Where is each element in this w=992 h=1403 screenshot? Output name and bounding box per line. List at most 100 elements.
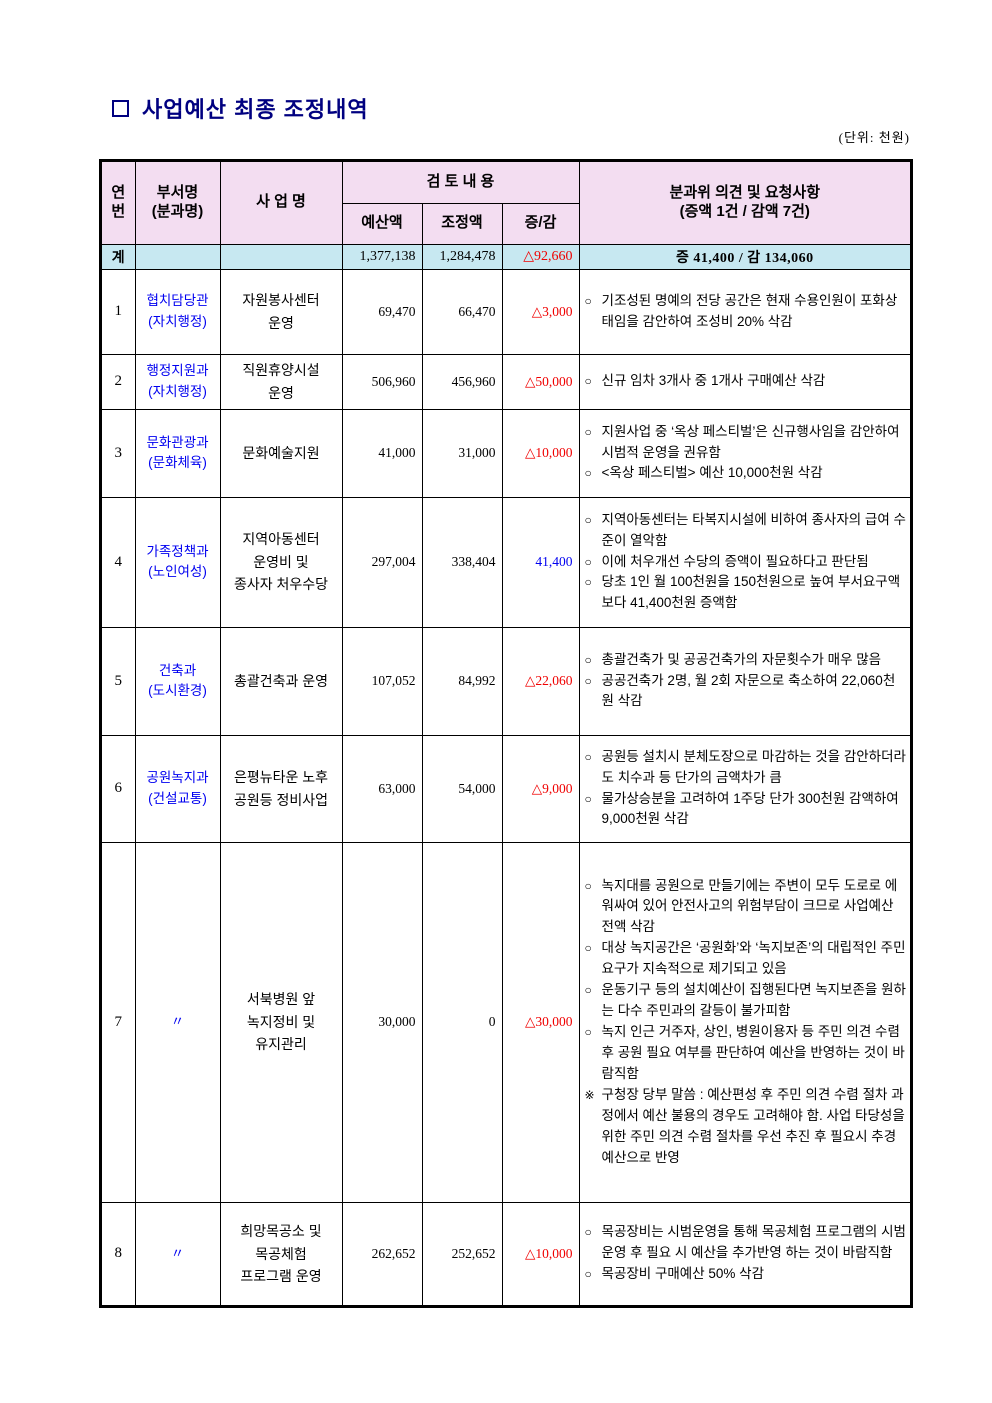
opinion-text: 목공장비 구매예산 50% 삭감	[601, 1266, 765, 1282]
total-opinion: 증 41,400 / 감 134,060	[578, 243, 912, 270]
row-number: 1	[100, 268, 136, 355]
opinion-cell: ○ 신규 임차 3개사 중 1개사 구매예산 삭감	[578, 353, 912, 410]
opinion-cell: ○ 기조성된 명예의 전당 공간은 현재 수용인원이 포화상태임을 감안하여 조성…	[578, 268, 912, 355]
change-amount: △10,000	[501, 408, 580, 498]
total-adjusted: 1,284,478	[421, 243, 503, 270]
header-budget: 예산액	[341, 202, 423, 245]
adjusted-amount: 54,000	[421, 734, 503, 843]
opinion-text: 구청장 당부 말씀 : 예산편성 후 주민 의견 수렴 절차 과정에서 예산 불…	[601, 1086, 905, 1165]
change-amount: △22,060	[501, 626, 580, 736]
opinion-cell: ○ 지역아동센터는 타복지시설에 비하여 종사자의 급여 수준이 열악함 ○ 이에 처…	[578, 496, 912, 628]
project-name: 은평뉴타운 노후 공원등 정비사업	[219, 734, 343, 843]
opinion-item: ○ 지역아동센터는 타복지시설에 비하여 종사자의 급여 수준이 열악함	[585, 510, 908, 552]
department-name: 공원녹지과 (건설교통)	[134, 734, 221, 843]
table-row: 2 행정지원과 (자치행정) 직원휴양시설 운영 506,960 456,960 △50,…	[100, 353, 912, 410]
row-number: 6	[100, 734, 136, 843]
opinion-cell: ○ 녹지대를 공원으로 만들기에는 주변이 모두 도로로 에워싸여 있어 안전사고…	[578, 841, 912, 1203]
bullet-marker: ※	[584, 1087, 595, 1102]
unit-note: (단위: 천원)	[838, 130, 910, 145]
department-name: 〃	[134, 841, 221, 1203]
total-label: 계	[100, 243, 136, 270]
change-amount: 41,400	[501, 496, 580, 628]
table-row: 4 가족정책과 (노인여성) 지역아동센터 운영비 및 종사자 처우수당 297,00…	[100, 496, 912, 628]
opinion-cell: ○ 공원등 설치시 분체도장으로 마감하는 것을 감안하더라도 치수과 등 단가의…	[578, 734, 912, 843]
bullet-marker: ○	[584, 791, 592, 806]
opinion-text: 운동기구 등의 설치예산이 집행된다면 녹지보존을 원하는 다수 주민과의 갈등…	[601, 982, 906, 1019]
opinion-item: ○ 당초 1인 월 100천원을 150천원으로 높여 부서요구액보다 41,40…	[585, 572, 908, 614]
change-amount: △10,000	[501, 1201, 580, 1307]
row-number: 3	[100, 408, 136, 498]
change-amount: △3,000	[501, 268, 580, 355]
opinion-text: 총괄건축가 및 공공건축가의 자문횟수가 매우 많음	[601, 651, 882, 667]
opinion-item: ○ 공공건축가 2명, 월 2회 자문으로 축소하여 22,060천원 삭감	[585, 671, 908, 713]
row-number: 8	[100, 1201, 136, 1307]
opinion-item: ○ 녹지대를 공원으로 만들기에는 주변이 모두 도로로 에워싸여 있어 안전사고…	[585, 876, 908, 939]
bullet-marker: ○	[584, 983, 592, 998]
budget-amount: 30,000	[341, 841, 423, 1203]
opinion-text: 공공건축가 2명, 월 2회 자문으로 축소하여 22,060천원 삭감	[601, 672, 896, 709]
bullet-marker: ○	[584, 878, 592, 893]
project-name: 문화예술지원	[219, 408, 343, 498]
budget-amount: 69,470	[341, 268, 423, 355]
header-opinion: 분과위 의견 및 요청사항 (증액 1건 / 감액 7건)	[578, 160, 912, 245]
bullet-marker: ○	[584, 652, 592, 667]
opinion-text: 목공장비는 시범운영을 통해 목공체험 프로그램의 시범운영 후 필요 시 예산…	[601, 1224, 906, 1261]
adjusted-amount: 66,470	[421, 268, 503, 355]
bullet-marker: ○	[584, 1025, 592, 1039]
total-project-empty	[219, 243, 343, 270]
table-row: 5 건축과 (도시환경) 총괄건축과 운영 107,052 84,992 △22,060 ○…	[100, 626, 912, 736]
adjusted-amount: 252,652	[421, 1201, 503, 1307]
project-name: 총괄건축과 운영	[219, 626, 343, 736]
budget-amount: 262,652	[341, 1201, 423, 1307]
bullet-marker: ○	[584, 1267, 592, 1282]
opinion-item: ○ 운동기구 등의 설치예산이 집행된다면 녹지보존을 원하는 다수 주민과의 갈…	[585, 980, 908, 1022]
opinion-item: ○ 목공장비는 시범운영을 통해 목공체험 프로그램의 시범운영 후 필요 시 예…	[585, 1222, 908, 1264]
opinion-text: 지원사업 중 ‘옥상 페스티벌’은 신규행사임을 감안하여 시범적 운영을 권유…	[601, 423, 900, 460]
adjusted-amount: 456,960	[421, 353, 503, 410]
adjusted-amount: 338,404	[421, 496, 503, 628]
adjusted-amount: 31,000	[421, 408, 503, 498]
bullet-marker: ○	[584, 749, 592, 764]
department-name: 행정지원과 (자치행정)	[134, 353, 221, 410]
opinion-text: 당초 1인 월 100천원을 150천원으로 높여 부서요구액보다 41,400…	[601, 574, 901, 611]
row-number: 4	[100, 496, 136, 628]
opinion-item: ※ 구청장 당부 말씀 : 예산편성 후 주민 의견 수렴 절차 과정에서 예산 …	[585, 1085, 908, 1169]
adjusted-amount: 0	[421, 841, 503, 1203]
change-amount: △50,000	[501, 353, 580, 410]
table-row: 3 문화관광과 (문화체육) 문화예술지원 41,000 31,000 △10,000 ○ 지…	[100, 408, 912, 498]
department-name: 가족정책과 (노인여성)	[134, 496, 221, 628]
opinion-text: 공원등 설치시 분체도장으로 마감하는 것을 감안하더라도 치수과 등 단가의 …	[601, 748, 906, 785]
opinion-cell: ○ 총괄건축가 및 공공건축가의 자문횟수가 매우 많음 ○ 공공건축가 2명, 월 …	[578, 626, 912, 736]
adjusted-amount: 84,992	[421, 626, 503, 736]
bullet-marker: ○	[584, 466, 592, 481]
budget-amount: 63,000	[341, 734, 423, 843]
budget-adjustment-table: 연 번 부서명 (분과명) 사 업 명 검 토 내 용 분과위 의견 및 요청사…	[98, 159, 914, 1308]
project-name: 직원휴양시설 운영	[219, 353, 343, 410]
budget-amount: 41,000	[341, 408, 423, 498]
opinion-item: ○ 신규 임차 3개사 중 1개사 구매예산 삭감	[585, 371, 908, 392]
bullet-marker: ○	[584, 575, 592, 590]
opinion-text: <옥상 페스티벌> 예산 10,000천원 삭감	[601, 465, 823, 481]
project-name: 지역아동센터 운영비 및 종사자 처우수당	[219, 496, 343, 628]
bullet-marker: ○	[584, 941, 592, 956]
bullet-marker: ○	[584, 374, 592, 389]
bullet-marker: ○	[584, 554, 592, 569]
bullet-marker: ○	[584, 673, 592, 688]
budget-amount: 107,052	[341, 626, 423, 736]
department-name: 건축과 (도시환경)	[134, 626, 221, 736]
opinion-item: ○ 물가상승분을 고려하여 1주당 단가 300천원 감액하여 9,000천원 삭…	[585, 789, 908, 831]
change-amount: △30,000	[501, 841, 580, 1203]
header-adjusted: 조정액	[421, 202, 503, 245]
table-header: 연 번 부서명 (분과명) 사 업 명 검 토 내 용 분과위 의견 및 요청사…	[100, 160, 912, 245]
bullet-marker: ○	[584, 512, 592, 527]
row-number: 7	[100, 841, 136, 1203]
table-row: 8 〃 희망목공소 및 목공체험 프로그램 운영 262,652 252,652 △10,…	[100, 1201, 912, 1307]
header-no: 연 번	[100, 160, 136, 245]
opinion-item: ○ 총괄건축가 및 공공건축가의 자문횟수가 매우 많음	[585, 650, 908, 671]
opinion-item: ○ 이에 처우개선 수당의 증액이 필요하다고 판단됨	[585, 552, 908, 573]
header-project: 사 업 명	[219, 160, 343, 245]
table-row: 7 〃 서북병원 앞 녹지정비 및 유지관리 30,000 0 △30,000 ○ 녹지대를 …	[100, 841, 912, 1203]
total-row: 계 1,377,138 1,284,478 △92,660 증 41,400 /…	[100, 243, 912, 270]
opinion-text: 대상 녹지공간은 ‘공원화’와 ‘녹지보존’의 대립적인 주민 요구가 지속적으…	[601, 940, 906, 977]
